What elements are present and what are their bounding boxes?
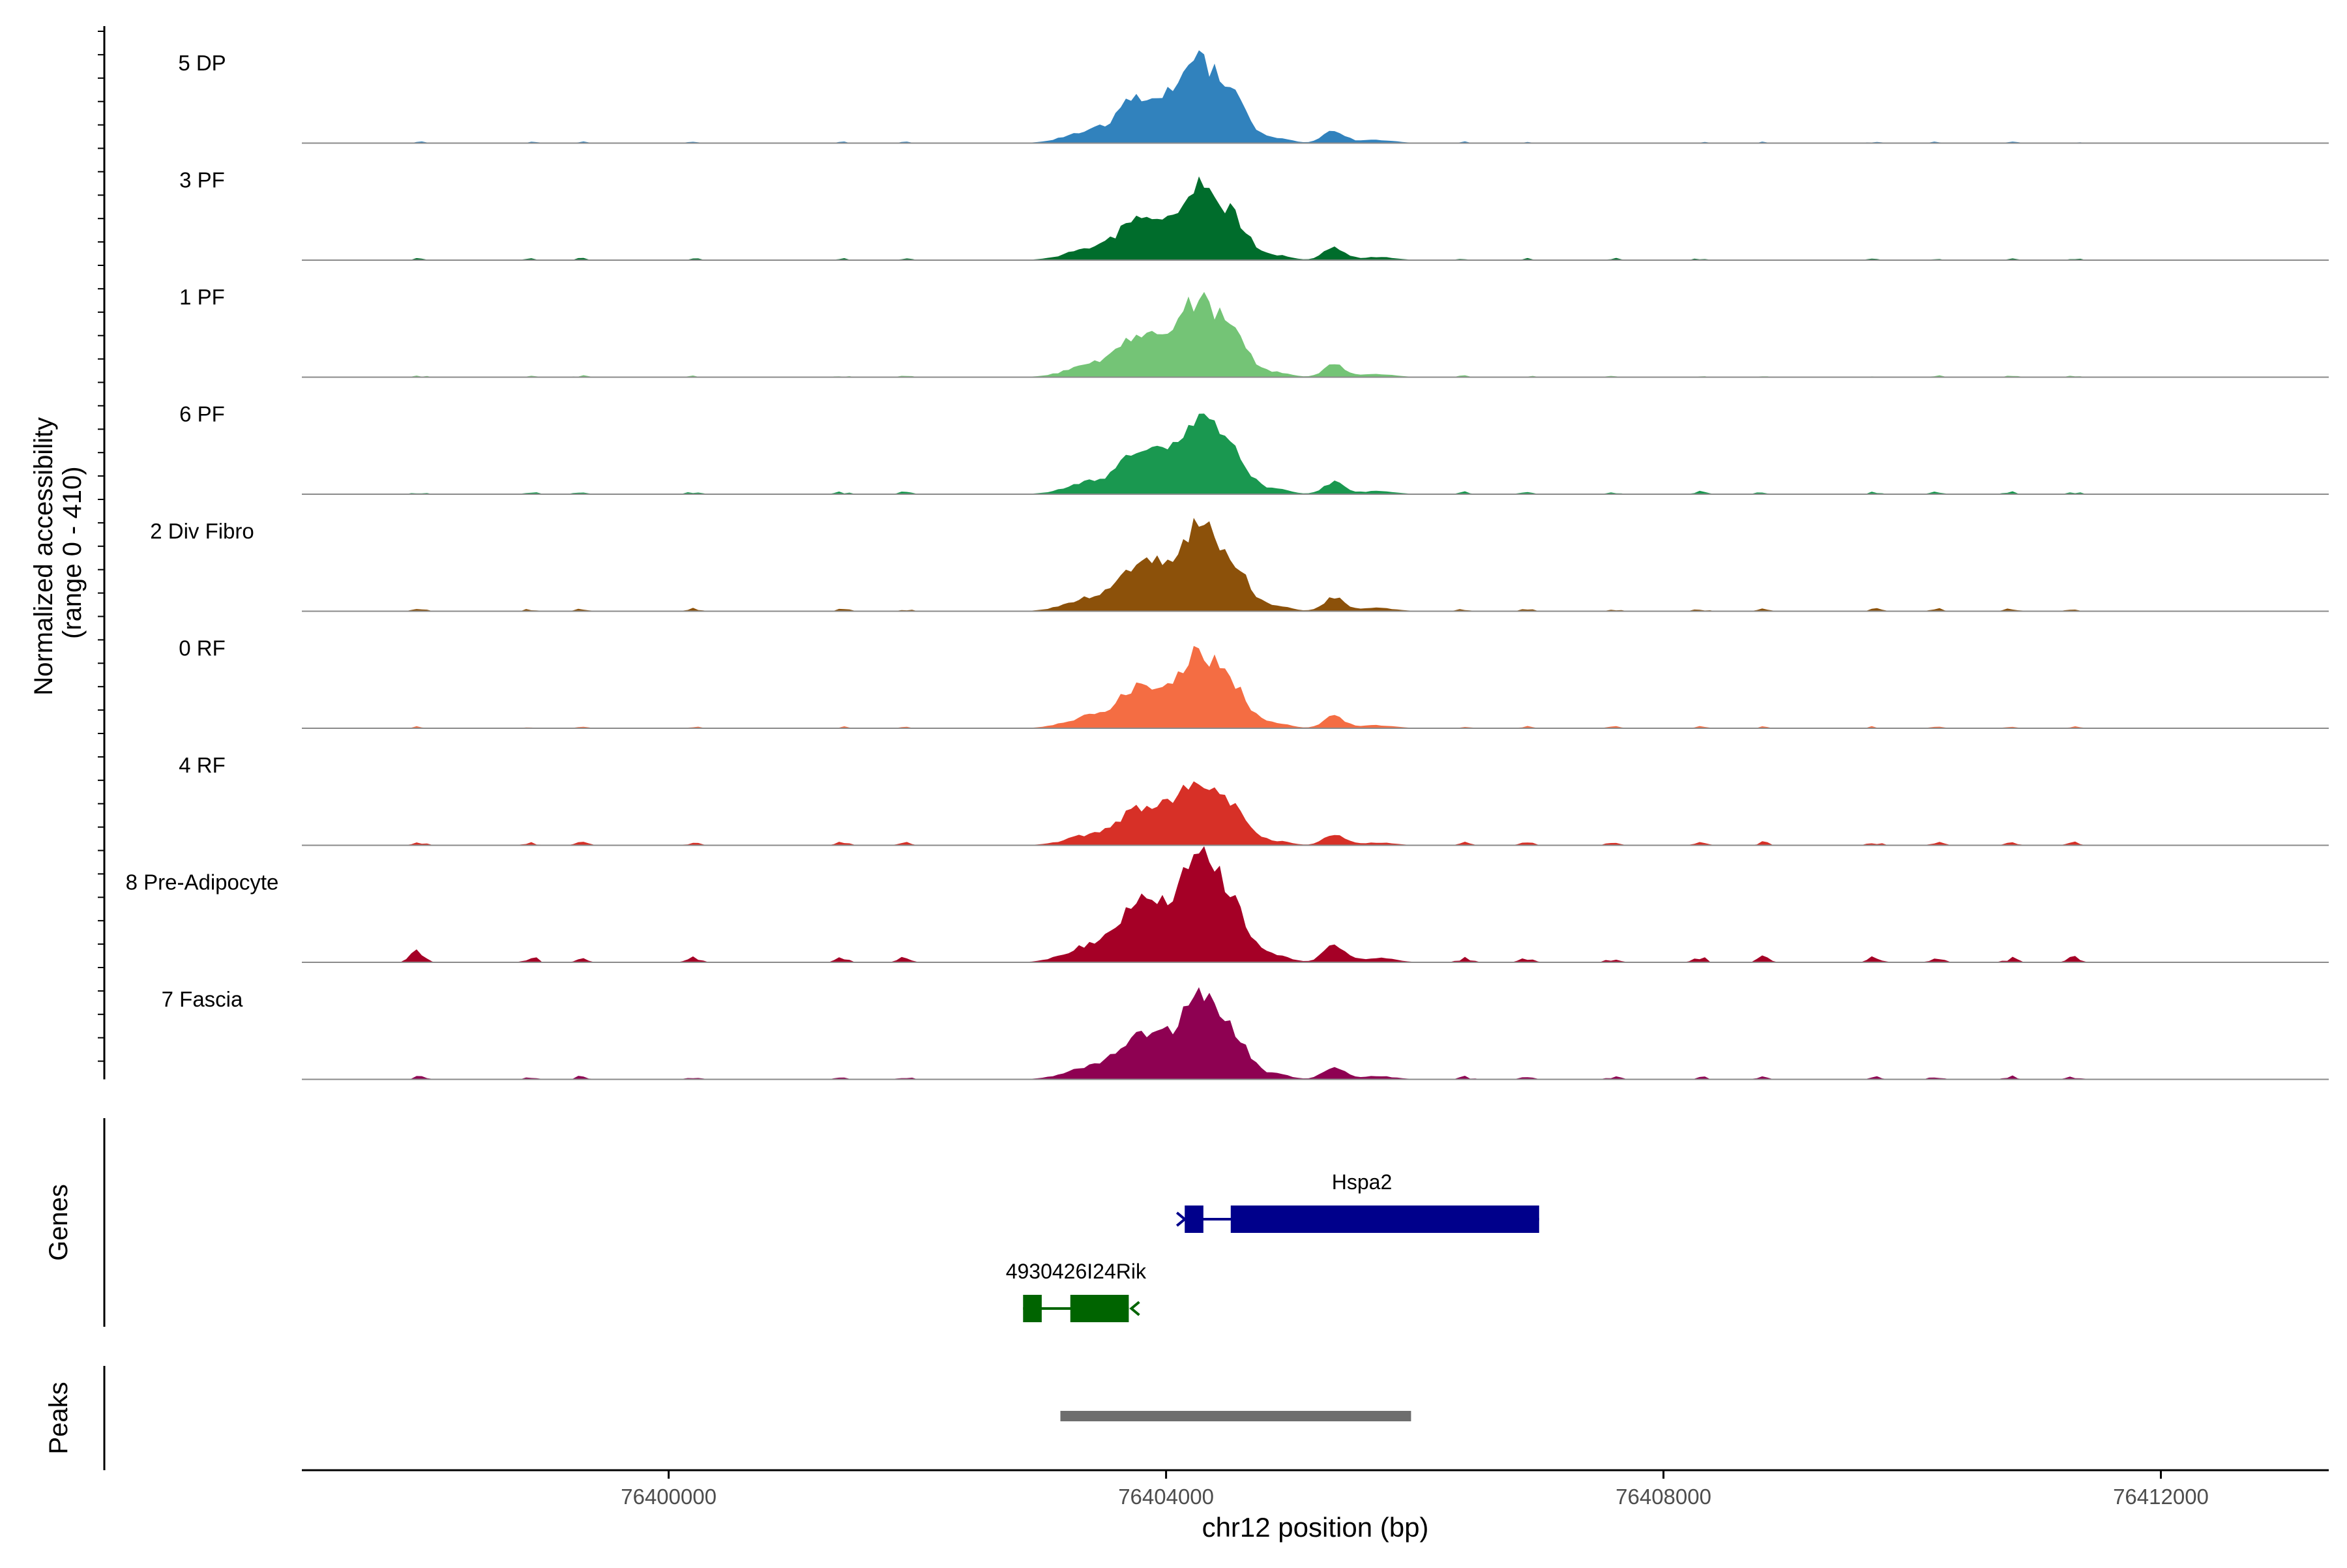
track-label: 8 Pre-Adipocyte	[126, 870, 279, 895]
gene-4930426i24rik: 4930426I24Rik	[1006, 1260, 1147, 1322]
genes-panel: Genes Hspa2 4930426I24Rik	[44, 1118, 1539, 1327]
coverage-area	[302, 50, 2329, 143]
gene-exon	[1185, 1206, 1203, 1233]
coverage-area	[302, 176, 2329, 260]
strand-arrow	[1175, 1211, 1187, 1227]
track-label: 7 Fascia	[162, 987, 243, 1011]
peak-region	[1060, 1411, 1411, 1421]
track-2-div-fibro: 2 Div Fibro	[150, 518, 2329, 612]
coverage-area	[302, 846, 2329, 962]
coverage-area	[302, 781, 2329, 846]
gene-hspa2: Hspa2	[1175, 1170, 1539, 1233]
track-1-pf: 1 PF	[179, 285, 2329, 378]
track-8-pre-adipocyte: 8 Pre-Adipocyte	[126, 846, 2329, 963]
x-axis: 76400000 76404000 76408000 76412000	[302, 1469, 2329, 1509]
x-tick-label: 76412000	[2113, 1485, 2209, 1509]
coverage-tracks: 5 DP 3 PF 1 PF 6 PF 2 Div Fibro 0 RF 4 RF 8 Pre…	[126, 50, 2329, 1080]
coverage-area	[302, 413, 2329, 494]
y-axis-label-line1: Normalized accessibility	[29, 417, 58, 696]
peaks-panel-label: Peaks	[44, 1382, 73, 1454]
track-label: 5 DP	[178, 51, 226, 75]
track-label: 2 Div Fibro	[150, 519, 254, 543]
track-3-pf: 3 PF	[179, 168, 2329, 261]
track-6-pf: 6 PF	[179, 402, 2329, 495]
x-tick-label: 76404000	[1118, 1485, 1214, 1509]
y-axis-label-line2: (range 0 - 410)	[58, 466, 87, 639]
coverage-area	[302, 645, 2329, 728]
gene-name: Hspa2	[1332, 1170, 1393, 1194]
coverage-area	[302, 518, 2329, 612]
gene-name: 4930426I24Rik	[1006, 1260, 1147, 1283]
track-0-rf: 0 RF	[179, 636, 2329, 729]
coverage-area	[302, 291, 2329, 377]
x-tick-label: 76408000	[1616, 1485, 1711, 1509]
track-label: 0 RF	[179, 636, 226, 660]
x-axis-label: chr12 position (bp)	[1202, 1512, 1429, 1543]
y-axis	[98, 26, 106, 1080]
track-label: 4 RF	[179, 753, 226, 777]
gene-exon	[1023, 1295, 1042, 1322]
genes-panel-label: Genes	[44, 1184, 73, 1261]
track-label: 3 PF	[179, 168, 225, 192]
track-4-rf: 4 RF	[179, 753, 2329, 846]
track-label: 6 PF	[179, 402, 225, 426]
gene-exon	[1070, 1295, 1129, 1322]
track-label: 1 PF	[179, 285, 225, 309]
peaks-panel: Peaks	[44, 1366, 1411, 1470]
x-tick-label: 76400000	[621, 1485, 716, 1509]
track-7-fascia: 7 Fascia	[162, 987, 2329, 1080]
coverage-area	[302, 987, 2329, 1080]
strand-arrow	[1129, 1301, 1140, 1316]
track-5-dp: 5 DP	[178, 50, 2329, 144]
y-axis-label: Normalized accessibility (range 0 - 410)	[29, 410, 87, 696]
gene-exon	[1230, 1206, 1539, 1233]
